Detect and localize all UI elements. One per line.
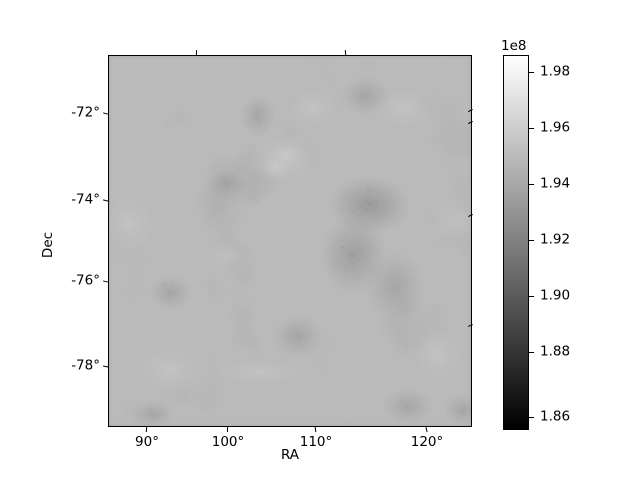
sky-map-image bbox=[109, 56, 471, 426]
colorbar-tick-mark bbox=[529, 240, 534, 242]
x-tick-label: 110° bbox=[299, 434, 333, 450]
colorbar-tick-label: 1.96 bbox=[540, 119, 571, 136]
x-tick-mark bbox=[145, 426, 148, 433]
y-tick-label: -74° bbox=[71, 191, 100, 208]
y-tick-label: -76° bbox=[71, 272, 100, 289]
colorbar-tick-mark bbox=[529, 184, 534, 186]
colorbar-tick-label: 1.92 bbox=[540, 231, 571, 248]
colorbar-tick-mark bbox=[529, 128, 534, 130]
colorbar-offset-text: 1e8 bbox=[501, 38, 527, 54]
x-tick-mark bbox=[425, 426, 428, 433]
x-tick-label: 100° bbox=[211, 434, 245, 450]
colorbar-tick-label: 1.90 bbox=[540, 287, 571, 304]
x-tick-mark bbox=[314, 426, 317, 433]
x-axis-label: RA bbox=[280, 447, 300, 463]
x-tick-mark bbox=[226, 426, 229, 433]
y-tick-mark bbox=[102, 365, 109, 368]
colorbar-tick-mark bbox=[529, 72, 534, 74]
y-tick-label: -72° bbox=[71, 104, 100, 121]
x-tick-label: 120° bbox=[410, 434, 444, 450]
y-tick-mark bbox=[102, 280, 109, 283]
colorbar-tick-mark bbox=[529, 352, 534, 354]
colorbar-tick-mark bbox=[529, 417, 534, 419]
colorbar-tick-label: 1.86 bbox=[540, 408, 571, 425]
colorbar-tick-label: 1.94 bbox=[540, 175, 571, 192]
colorbar-tick-label: 1.98 bbox=[540, 63, 571, 80]
y-tick-label: -78° bbox=[71, 357, 100, 374]
colorbar-tick-label: 1.88 bbox=[540, 343, 571, 360]
y-axis-label: Dec bbox=[40, 231, 56, 259]
x-tick-mark-top bbox=[195, 49, 198, 56]
y-tick-mark bbox=[102, 199, 109, 202]
x-tick-label: 90° bbox=[135, 434, 159, 450]
x-tick-mark-top bbox=[344, 49, 347, 56]
colorbar-tick-mark bbox=[529, 296, 534, 298]
sky-map-axes[interactable] bbox=[108, 55, 472, 427]
y-tick-mark bbox=[102, 112, 109, 116]
colorbar[interactable] bbox=[503, 55, 529, 430]
